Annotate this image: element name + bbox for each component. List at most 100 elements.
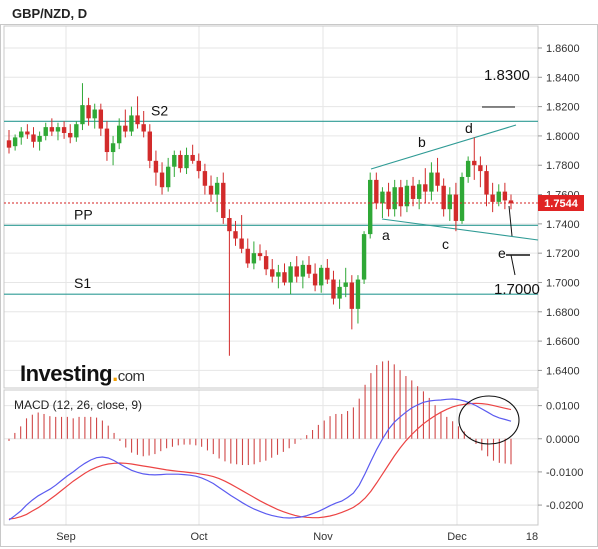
price-tick-label: 1.8200 [546,102,580,114]
candle-body [61,127,67,133]
trend-lines [370,106,539,276]
candle-body [276,272,281,277]
pivot-levels [4,120,538,295]
candle-body [361,234,367,280]
target-1-7000-label: 1.7000 [494,281,540,298]
candle-body [496,191,501,202]
candle-body [251,253,257,264]
macd-tick-label: 0.0000 [546,434,580,446]
candle-body [435,172,440,186]
candle-body [257,253,263,257]
candle-body [227,217,232,232]
candle-body [55,127,61,132]
candle-body [233,231,238,239]
wave-e-label: e [498,245,506,261]
investing-logo: Investing.com [20,361,145,386]
candle-body [325,267,330,280]
price-gridlines [4,26,538,525]
candle-body [178,154,183,169]
candle-body [410,185,416,199]
candle-body [447,194,452,210]
candle-body [159,172,165,188]
candle-body [331,279,336,299]
candle-body [343,282,348,287]
price-tick-label: 1.6800 [546,307,580,319]
candle-body [502,191,508,201]
level-labels: S2 PP S1 [74,102,168,291]
candle-body [196,160,201,172]
candle-body [472,160,477,166]
candle-body [239,238,244,249]
time-axis: Sep Oct Nov Dec 18 [56,531,538,543]
candle-body [80,105,85,125]
candle-body [208,185,214,195]
macd-tick-label: -0.0100 [546,467,583,479]
candle-body [484,171,489,195]
candle-body [31,134,36,142]
price-tick-label: 1.7400 [546,219,580,231]
candle-body [423,184,428,192]
candle-body [43,127,48,136]
last-price-value: 1.7544 [544,198,579,210]
candle-body [19,131,24,138]
candle-body [141,124,146,132]
candle-body [214,182,220,195]
channel-upper-line [370,124,517,170]
wave-c-label: c [442,236,449,252]
wave-a-label: a [382,227,390,243]
candle-body [110,143,116,153]
candle-body [221,182,226,218]
candlestick-series [6,83,514,356]
macd-axis: 0.0100 0.0000 -0.0100 -0.0200 [538,401,583,512]
level-s2-label: S2 [151,102,168,118]
macd-tick-label: -0.0200 [546,500,583,512]
candle-body [355,279,361,309]
macd-gridlines [4,405,538,506]
wave-annotations: 1.8300 1.7000 a b c d e [382,67,540,298]
channel-lower-line [381,218,539,241]
wave-b-label: b [418,134,426,150]
candle-body [441,185,446,210]
last-price-tag-bg [538,195,584,211]
candle-body [404,185,410,207]
candle-body [116,125,122,144]
candle-body [98,109,104,129]
wave-d-label: d [465,120,473,136]
last-price-tag: 1.7544 [538,195,584,211]
price-tick-label: 1.6600 [546,336,580,348]
macd-title: MACD (12, 26, close, 9) [14,398,143,412]
candle-body [306,264,312,274]
price-tick-label: 1.8400 [546,72,580,84]
time-tick-label: Dec [447,531,467,543]
price-tick-label: 1.7000 [546,277,580,289]
candle-body [319,267,324,286]
candle-body [202,171,208,186]
target-1-8300-label: 1.8300 [484,67,530,84]
price-tick-label: 1.7800 [546,160,580,172]
macd-panel-border [3,389,539,526]
macd-crossover-circle [458,395,520,445]
price-axis: 1.86001.84001.82001.80001.78001.76001.74… [538,43,580,377]
candle-body [465,160,471,177]
candle-body [312,273,318,286]
candle-body [416,184,422,199]
candle-body [6,140,12,148]
candle-body [245,248,250,264]
candle-body [68,132,73,138]
candle-body [453,194,459,221]
candle-body [74,124,79,138]
time-tick-label: Oct [190,531,207,543]
candle-body [367,179,373,235]
candle-body [25,131,30,135]
candle-body [270,269,275,277]
price-tick-label: 1.8000 [546,131,580,143]
candle-body [459,176,465,221]
candle-body [165,166,171,188]
candle-body [135,115,140,125]
price-projection-line [508,205,513,237]
candle-body [288,266,293,283]
candle-body [337,286,342,299]
price-tick-label: 1.6400 [546,365,580,377]
macd-line [8,398,512,521]
